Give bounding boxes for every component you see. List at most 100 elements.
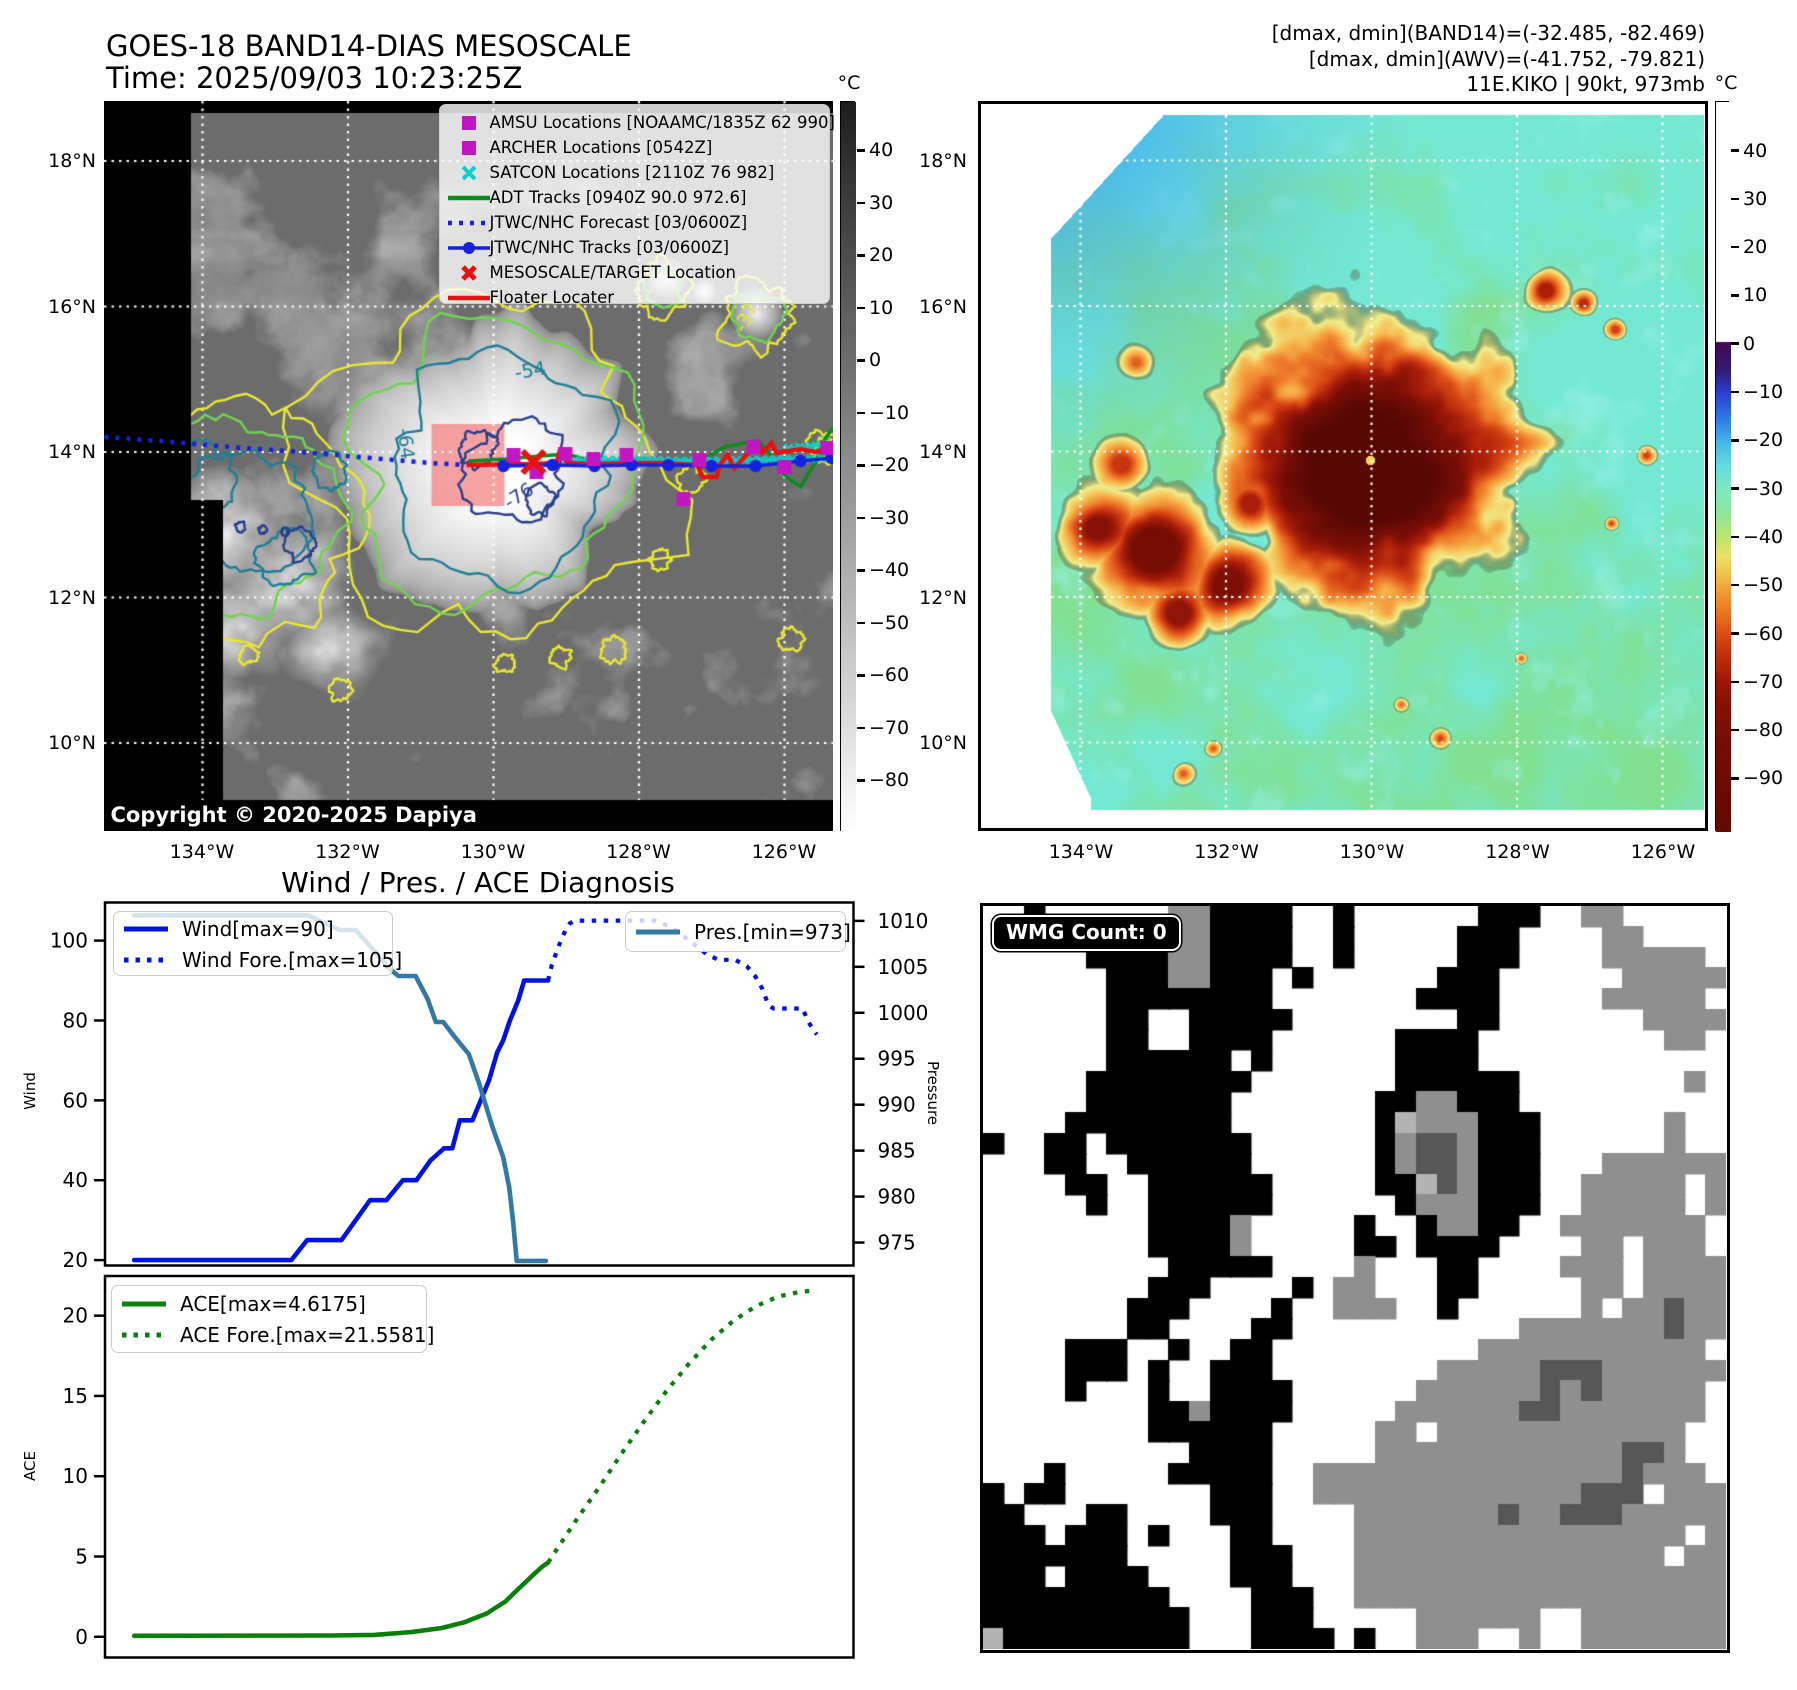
colorbar-tick	[856, 674, 865, 677]
colorbar-tick	[856, 516, 865, 520]
legend-label: Wind Fore.[max=105]	[182, 947, 403, 972]
panelA-title: GOES-18 BAND14-DIAS MESOSCALE	[106, 29, 632, 63]
colorbar-tick-label: −40	[1743, 525, 1784, 548]
colorbar-tick-label: 40	[1743, 139, 1768, 162]
red-line-icon	[446, 288, 490, 308]
chart-frame	[103, 901, 855, 1267]
colorbar-tick	[1730, 439, 1739, 442]
legend-label: ADT Tracks [0940Z 90.0 972.6]	[489, 188, 747, 207]
colorbar-tick-label: −70	[869, 716, 910, 739]
panelC-title: Wind / Pres. / ACE Diagnosis	[281, 866, 675, 899]
panelA-subtitle: Time: 2025/09/03 10:23:25Z	[106, 61, 523, 95]
ytick-label: 20	[63, 1304, 88, 1328]
legend-label: Floater Locater	[489, 288, 615, 307]
solid-line-icon	[635, 921, 681, 943]
colorbar-tick	[856, 149, 865, 152]
colorbar-tick-label: 0	[869, 349, 882, 372]
ytick-label-right: 1005	[878, 955, 929, 979]
ytick-label-right: 995	[878, 1047, 916, 1071]
panelA-copyright: Copyright © 2020-2025 Dapiya	[110, 803, 477, 827]
colorbar-tick-label: −40	[869, 559, 910, 582]
legend-label: ACE[max=4.6175]	[180, 1291, 366, 1316]
legend-label: Pres.[min=973]	[694, 919, 851, 944]
ytick-label: 60	[63, 1088, 88, 1112]
colorbar-tick	[856, 359, 865, 362]
panelB-colorbar-gradient	[1715, 102, 1731, 832]
colorbar-tick	[1730, 535, 1739, 539]
panelA-colorbar	[840, 101, 856, 832]
panelC-wind-legend: Wind[max=90] Wind Fore.[max=105]	[113, 911, 402, 976]
lat-tick-10°N: 10°N	[919, 732, 967, 754]
legend-item: Pres.[min=973]	[626, 916, 851, 947]
magenta-square-icon	[446, 113, 482, 133]
legend-item: ACE Fore.[max=21.5581]	[112, 1319, 434, 1350]
colorbar-tick	[1730, 294, 1739, 297]
ytick-label: 0	[75, 1625, 88, 1649]
colorbar-tick	[1730, 487, 1739, 490]
colorbar-tick	[1730, 245, 1739, 249]
legend-item: JTWC/NHC Forecast [03/0600Z]	[440, 210, 829, 235]
colorbar-tick	[1730, 149, 1739, 152]
legend-item: ADT Tracks [0940Z 90.0 972.6]	[440, 185, 829, 210]
legend-item: Wind Fore.[max=105]	[114, 944, 402, 975]
panelC-pressure-ylabel: Pressure	[924, 1060, 942, 1126]
lat-tick-18°N: 18°N	[919, 150, 967, 172]
panelB-header: [dmax, dmin](BAND14)=(-32.485, -82.469) …	[1272, 21, 1705, 98]
colorbar-tick	[1730, 680, 1739, 684]
cyan-x-icon	[446, 163, 482, 183]
lat-tick-18°N: 18°N	[48, 150, 96, 172]
green-line-icon	[446, 188, 490, 208]
blue-dotted-icon	[446, 213, 490, 233]
panelD-axes	[979, 902, 1730, 1653]
colorbar-tick-label: −10	[869, 401, 910, 424]
panelB-header-line1: [dmax, dmin](BAND14)=(-32.485, -82.469)	[1271, 21, 1705, 45]
colorbar-tick	[856, 726, 865, 730]
series-ace-fore-max-	[546, 1288, 817, 1564]
blue-line-dot-icon	[446, 238, 490, 258]
colorbar-tick	[856, 621, 865, 625]
colorbar-tick	[1730, 583, 1739, 587]
chart-frame	[103, 1274, 855, 1659]
colorbar-tick-label: −50	[869, 611, 910, 634]
colorbar-tick-label: −70	[1743, 670, 1784, 693]
colorbar-tick	[856, 201, 865, 205]
ytick-label: 80	[63, 1008, 88, 1032]
legend-label: ACE Fore.[max=21.5581]	[180, 1322, 435, 1347]
red-x-icon	[446, 263, 482, 283]
colorbar-tick-label: −90	[1743, 767, 1784, 790]
legend-item: JTWC/NHC Tracks [03/0600Z]	[440, 235, 829, 260]
panelA-legend: AMSU Locations [NOAAMC/1835Z 62 990] ARCH…	[438, 104, 835, 307]
lat-tick-14°N: 14°N	[919, 441, 967, 463]
legend-label: MESOSCALE/TARGET Location	[489, 263, 736, 282]
colorbar-tick-label: 40	[869, 139, 894, 162]
legend-item: Wind[max=90]	[114, 913, 392, 944]
colorbar-tick	[856, 254, 865, 257]
ytick-label-right: 990	[878, 1093, 916, 1117]
lat-tick-14°N: 14°N	[48, 441, 96, 463]
panelB-colorbar	[1714, 101, 1731, 832]
panelB-colorbar-unit: °C	[1714, 72, 1738, 94]
lon-tick-126°W: 126°W	[1630, 841, 1696, 863]
colorbar-tick-label: 20	[869, 244, 894, 267]
colorbar-tick-label: −10	[1743, 381, 1784, 403]
panelB-header-line3: 11E.KIKO | 90kt, 973mb	[1466, 72, 1705, 96]
ytick-label: 40	[63, 1168, 88, 1192]
lat-tick-12°N: 12°N	[48, 586, 96, 609]
colorbar-tick-label: −60	[1743, 622, 1784, 645]
ytick-label: 10	[63, 1464, 88, 1488]
colorbar-tick	[856, 411, 865, 415]
solid-line-icon	[121, 1293, 167, 1315]
colorbar-tick-label: 10	[869, 296, 894, 319]
legend-label: JTWC/NHC Forecast [03/0600Z]	[489, 213, 748, 232]
colorbar-tick	[1730, 390, 1739, 394]
panelB-axes	[978, 101, 1708, 831]
panelA-colorbar-unit: °C	[837, 72, 861, 94]
legend-item: AMSU Locations [NOAAMC/1835Z 62 990]	[440, 110, 835, 135]
panelC-ace-ylabel: ACE	[21, 1451, 39, 1481]
colorbar-tick	[1730, 728, 1739, 732]
colorbar-tick	[856, 306, 865, 310]
legend-label: SATCON Locations [2110Z 76 982]	[489, 163, 775, 182]
legend-label: AMSU Locations [NOAAMC/1835Z 62 990]	[489, 113, 836, 132]
lon-tick-130°W: 130°W	[460, 841, 526, 863]
magenta-square-icon	[446, 138, 482, 158]
